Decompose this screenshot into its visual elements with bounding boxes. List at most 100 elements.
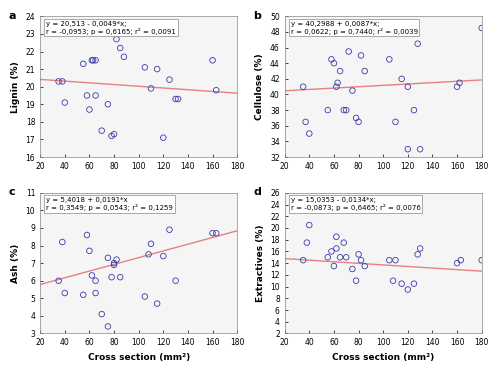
Point xyxy=(386,257,394,263)
Point xyxy=(332,84,340,90)
Point xyxy=(147,85,155,91)
Point xyxy=(86,248,94,254)
Point xyxy=(104,255,112,261)
Point xyxy=(208,57,216,63)
Point xyxy=(166,227,173,233)
Point xyxy=(208,230,216,236)
Point xyxy=(340,107,348,113)
Point xyxy=(410,280,418,286)
Point xyxy=(92,57,100,63)
Point xyxy=(404,146,412,152)
Point xyxy=(212,87,220,93)
Y-axis label: Extractives (%): Extractives (%) xyxy=(256,225,264,302)
Point xyxy=(348,88,356,94)
Point xyxy=(398,280,406,286)
Text: d: d xyxy=(253,187,261,197)
Text: y = 40,2988 + 0,0087*x;
r = 0,0622; p = 0,7440; r² = 0,0039: y = 40,2988 + 0,0087*x; r = 0,0622; p = … xyxy=(290,21,418,35)
Point xyxy=(141,65,149,70)
Point xyxy=(299,84,307,90)
Point xyxy=(416,245,424,251)
Point xyxy=(354,251,362,257)
Point xyxy=(83,93,91,98)
Point xyxy=(354,119,362,125)
Point xyxy=(324,254,332,260)
Point xyxy=(336,68,344,74)
Point xyxy=(110,131,118,137)
Point xyxy=(172,96,179,102)
Point xyxy=(360,68,368,74)
Point xyxy=(410,107,418,113)
Point xyxy=(104,323,112,329)
Point xyxy=(110,260,118,266)
Text: b: b xyxy=(253,11,261,21)
Point xyxy=(160,253,168,259)
Point xyxy=(357,53,365,59)
Point xyxy=(357,257,365,263)
Point xyxy=(342,254,350,260)
X-axis label: Cross section (mm²): Cross section (mm²) xyxy=(88,353,190,362)
Point xyxy=(302,119,310,125)
Point xyxy=(212,230,220,236)
Text: y = 15,0353 - 0,0134*x;
r = -0,0873; p = 0,6465; r² = 0,0076: y = 15,0353 - 0,0134*x; r = -0,0873; p =… xyxy=(290,197,420,211)
Point xyxy=(334,80,342,86)
Point xyxy=(389,278,397,284)
Point xyxy=(116,45,124,51)
Point xyxy=(348,266,356,272)
Point xyxy=(478,257,486,263)
Point xyxy=(54,78,62,84)
Point xyxy=(108,274,116,280)
Point xyxy=(58,239,66,245)
Point xyxy=(453,84,461,90)
Point xyxy=(92,93,100,98)
Point xyxy=(89,57,97,63)
Point xyxy=(404,84,412,90)
Point xyxy=(92,290,100,296)
Point xyxy=(324,107,332,113)
Point xyxy=(88,57,96,63)
Point xyxy=(344,48,352,54)
Point xyxy=(352,115,360,121)
Point xyxy=(416,146,424,152)
Point xyxy=(98,128,106,134)
Point xyxy=(80,292,88,298)
Point xyxy=(116,274,124,280)
X-axis label: Cross section (mm²): Cross section (mm²) xyxy=(332,353,434,362)
Point xyxy=(112,36,120,42)
Point xyxy=(332,245,340,251)
Text: a: a xyxy=(8,11,16,21)
Point xyxy=(108,133,116,139)
Text: y = 5,4018 + 0,0191*x
r = 0,3549; p = 0,0543; r² = 0,1259: y = 5,4018 + 0,0191*x r = 0,3549; p = 0,… xyxy=(46,197,173,211)
Point xyxy=(414,41,422,47)
Point xyxy=(392,119,400,125)
Point xyxy=(153,66,161,72)
Point xyxy=(172,278,179,284)
Point xyxy=(478,25,486,31)
Point xyxy=(330,60,338,66)
Point xyxy=(456,80,464,86)
Point xyxy=(166,77,173,83)
Point xyxy=(58,78,66,84)
Point xyxy=(174,96,182,102)
Point xyxy=(328,56,336,62)
Point xyxy=(360,263,368,269)
Point xyxy=(404,286,412,292)
Point xyxy=(330,263,338,269)
Point xyxy=(392,257,400,263)
Y-axis label: Ash (%): Ash (%) xyxy=(11,244,20,283)
Point xyxy=(147,241,155,247)
Text: c: c xyxy=(8,187,16,197)
Point xyxy=(144,251,152,257)
Point xyxy=(352,278,360,284)
Point xyxy=(398,76,406,82)
Point xyxy=(457,257,465,263)
Point xyxy=(98,311,106,317)
Point xyxy=(414,251,422,257)
Point xyxy=(160,135,168,141)
Point xyxy=(342,107,350,113)
Point xyxy=(88,272,96,278)
Point xyxy=(153,301,161,307)
Point xyxy=(306,131,314,137)
Text: y = 20,513 - 0,0049*x;
r = -0,0953; p = 0,6165; r² = 0,0091: y = 20,513 - 0,0049*x; r = -0,0953; p = … xyxy=(46,21,176,35)
Point xyxy=(386,56,394,62)
Point xyxy=(61,290,69,296)
